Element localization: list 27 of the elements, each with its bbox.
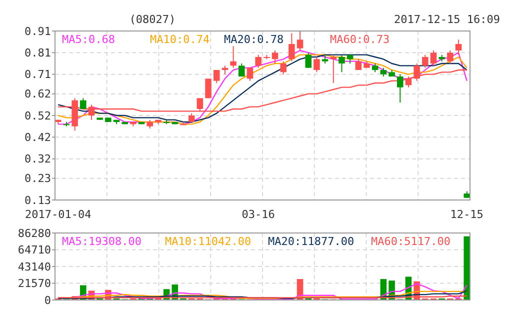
text: MA60:5117.00 [371,235,450,248]
y-tick-label: 0.81 [24,46,51,60]
y-tick-label: 0.62 [24,88,51,101]
y-tick-label: 0.91 [24,24,51,38]
text: MA10:0.74 [150,33,210,46]
chart-subtitle: 2017-12-15 16:09 [394,13,500,26]
y-tick-label: 86280 [18,226,51,240]
y-tick-label: 21570 [18,277,51,290]
y-tick-label: 43140 [18,260,51,274]
y-tick-label: 0.42 [24,131,51,144]
y-tick-label: 0.13 [24,194,51,207]
chart-title: (08027) [129,13,176,26]
text: MA5:0.68 [62,33,115,46]
text: MA20:11877.00 [268,235,354,248]
y-tick-label: 0.71 [24,68,51,82]
x-tick-label: 03-16 [242,208,275,221]
text: MA60:0.73 [330,33,390,46]
x-tick-label: 12-15 [450,208,484,221]
text: MA5:19308.00 [62,235,142,248]
text: MA10:11042.00 [165,235,252,248]
y-tick-label: 0 [44,294,51,307]
y-tick-label: 64710 [18,244,51,257]
y-tick-label: 0.52 [24,109,51,122]
y-tick-label: 0.32 [24,152,51,166]
series-label: MA20:0.78 [224,33,284,46]
y-tick-label: 0.23 [24,172,51,186]
x-tick-label: 2017-01-04 [25,208,92,221]
